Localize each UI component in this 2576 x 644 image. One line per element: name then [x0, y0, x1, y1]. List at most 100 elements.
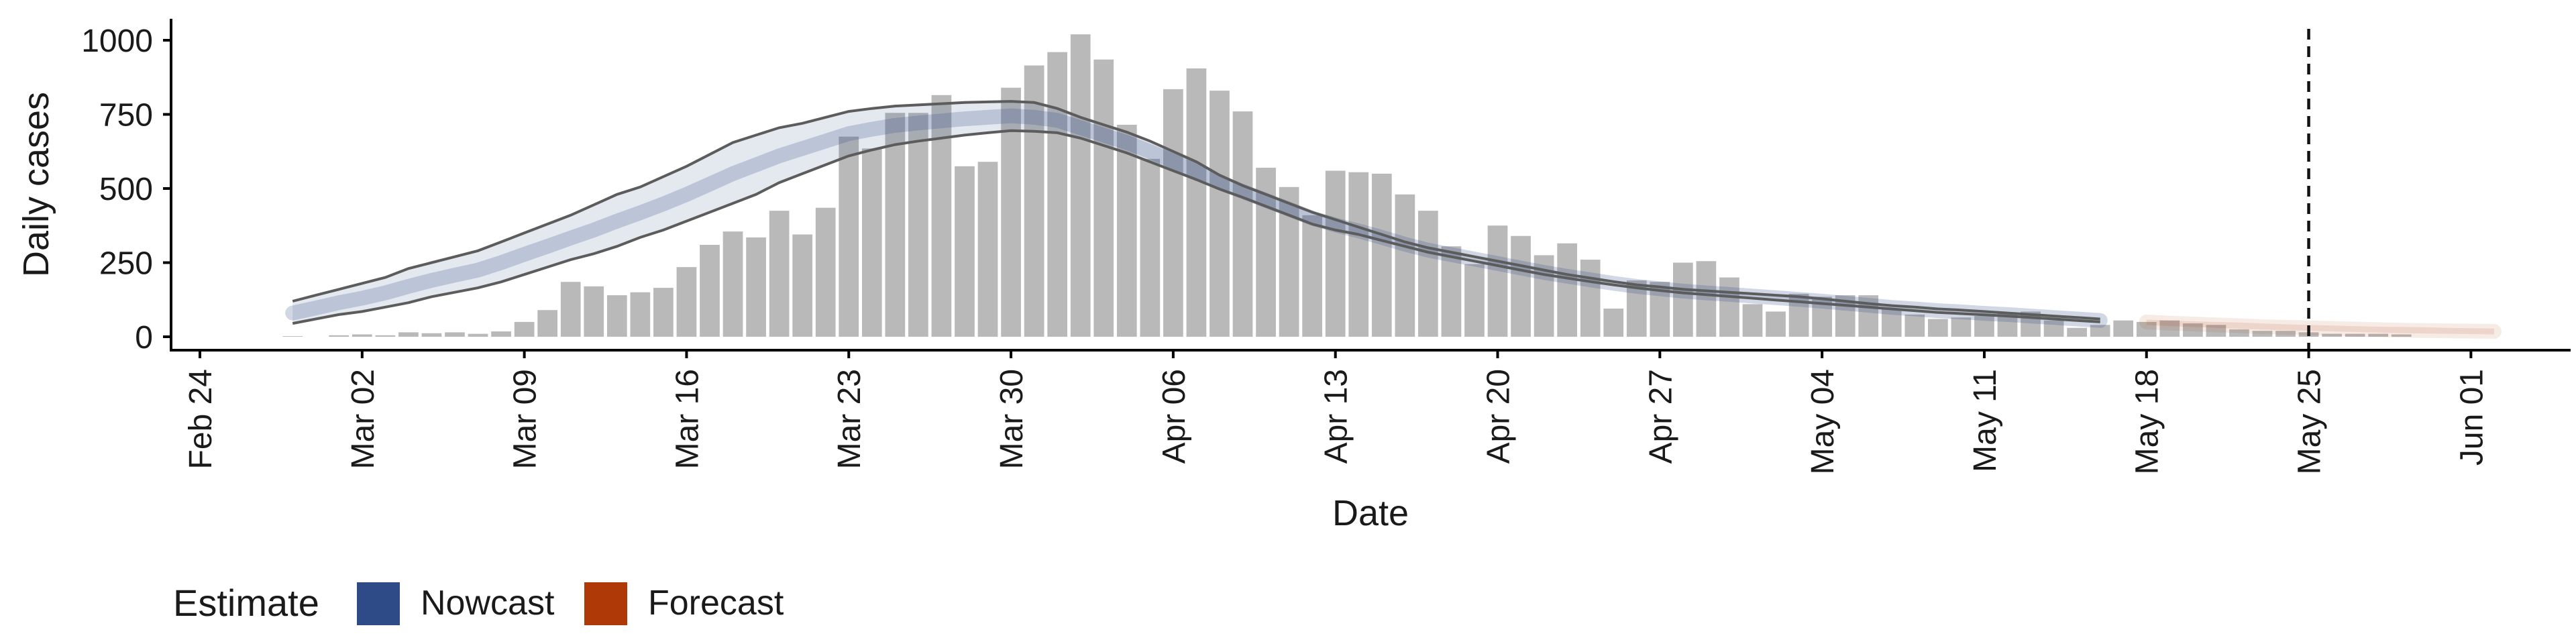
x-tick-label: Apr 13: [1319, 369, 1354, 464]
bar: [1232, 111, 1253, 337]
bar: [1904, 314, 1925, 337]
bar: [1557, 243, 1577, 337]
bar: [1047, 52, 1067, 337]
bar: [931, 95, 952, 337]
x-tick-label: Apr 20: [1481, 369, 1517, 464]
bar: [2067, 327, 2087, 337]
bar: [1210, 91, 1230, 337]
bar: [329, 335, 350, 337]
x-tick-label: Feb 24: [183, 369, 219, 469]
bar: [398, 332, 419, 337]
bar: [2229, 329, 2249, 337]
bar: [1395, 194, 1415, 337]
bar: [2322, 333, 2342, 337]
bar: [1024, 65, 1044, 337]
bars-layer: [282, 34, 2412, 337]
bar: [1001, 87, 1021, 337]
estimate-bands: [285, 101, 2502, 339]
nowcast-upper-line: [292, 100, 2100, 321]
legend-swatch-nowcast: [357, 582, 400, 625]
legend-title: Estimate: [173, 582, 319, 624]
bar: [1140, 158, 1161, 337]
bar: [2159, 320, 2180, 337]
forecast-credible-band: [2146, 319, 2494, 335]
bar: [2345, 333, 2365, 337]
nowcast-median-band: [285, 108, 2108, 328]
x-tick-label: Mar 30: [994, 369, 1030, 469]
bar: [491, 331, 511, 337]
bar: [2275, 331, 2296, 337]
estimate-lines: [292, 100, 2100, 325]
y-tick-label: 0: [135, 320, 153, 356]
bar: [1673, 262, 1693, 337]
bar: [977, 162, 998, 337]
x-tick-label: Apr 27: [1643, 369, 1678, 464]
bar: [1696, 261, 1717, 337]
bar: [445, 332, 465, 337]
bar: [1511, 235, 1531, 337]
bar: [1325, 170, 1346, 337]
x-axis-title: Date: [1332, 493, 1409, 533]
nowcast-credible-band: [292, 101, 2100, 324]
bar: [282, 336, 303, 337]
bar: [653, 288, 674, 337]
x-tick-label: Mar 23: [832, 369, 867, 469]
bar: [560, 282, 581, 337]
bar: [630, 292, 651, 337]
bar: [1927, 319, 1948, 337]
legend-label-nowcast: Nowcast: [421, 584, 555, 623]
x-tick-label: Jun 01: [2454, 369, 2489, 466]
y-tick-label: 1000: [81, 23, 153, 59]
legend-swatch-forecast: [584, 582, 627, 625]
bar: [722, 231, 743, 337]
bar: [815, 207, 836, 337]
bar: [769, 211, 790, 337]
y-tick-label: 250: [99, 246, 153, 282]
bar: [2206, 325, 2226, 337]
nowcast-lower-line: [292, 129, 2100, 325]
bar: [1951, 317, 1972, 337]
bar: [1881, 309, 1902, 337]
bar: [606, 295, 627, 337]
bar: [1371, 173, 1392, 337]
bar: [537, 310, 558, 337]
bar: [2043, 320, 2064, 337]
x-tick-label: May 11: [1968, 369, 2003, 472]
x-tick-label: Mar 16: [669, 369, 705, 469]
bar: [839, 136, 859, 337]
x-tick-label: May 25: [2292, 369, 2328, 474]
bar: [1093, 59, 1114, 337]
x-axis: Feb 24 Mar 02 Mar 09 Mar 16 Mar 23 Mar 30 Apr …: [183, 350, 2489, 474]
bar: [2182, 323, 2203, 337]
bar: [1742, 304, 1763, 337]
x-tick-label: Mar 09: [508, 369, 543, 469]
bar: [584, 286, 604, 337]
y-tick-label: 500: [99, 172, 153, 207]
bar: [2391, 334, 2412, 337]
bar: [1464, 264, 1485, 337]
x-tick-label: Mar 02: [345, 369, 381, 469]
bar: [1580, 260, 1601, 337]
bar: [375, 335, 396, 337]
bar: [1487, 225, 1508, 337]
bar: [2090, 325, 2110, 337]
bar: [885, 113, 906, 337]
bar: [1441, 246, 1462, 337]
forecast-median-band: [2139, 314, 2502, 339]
bar: [1302, 215, 1322, 337]
x-tick-label: May 18: [2130, 369, 2165, 474]
bar: [955, 166, 975, 337]
bar: [792, 234, 813, 337]
bar: [1116, 124, 1137, 337]
x-tick-label: Apr 06: [1157, 369, 1192, 464]
bar: [1418, 211, 1438, 337]
bar: [1163, 89, 1183, 337]
bar: [1070, 34, 1091, 337]
y-axis-title: Daily cases: [16, 92, 56, 277]
bar: [2136, 321, 2157, 337]
bar: [1719, 277, 1739, 337]
legend-label-forecast: Forecast: [648, 584, 784, 623]
y-tick-label: 750: [99, 98, 153, 133]
legend: Estimate Nowcast Forecast: [173, 582, 784, 625]
